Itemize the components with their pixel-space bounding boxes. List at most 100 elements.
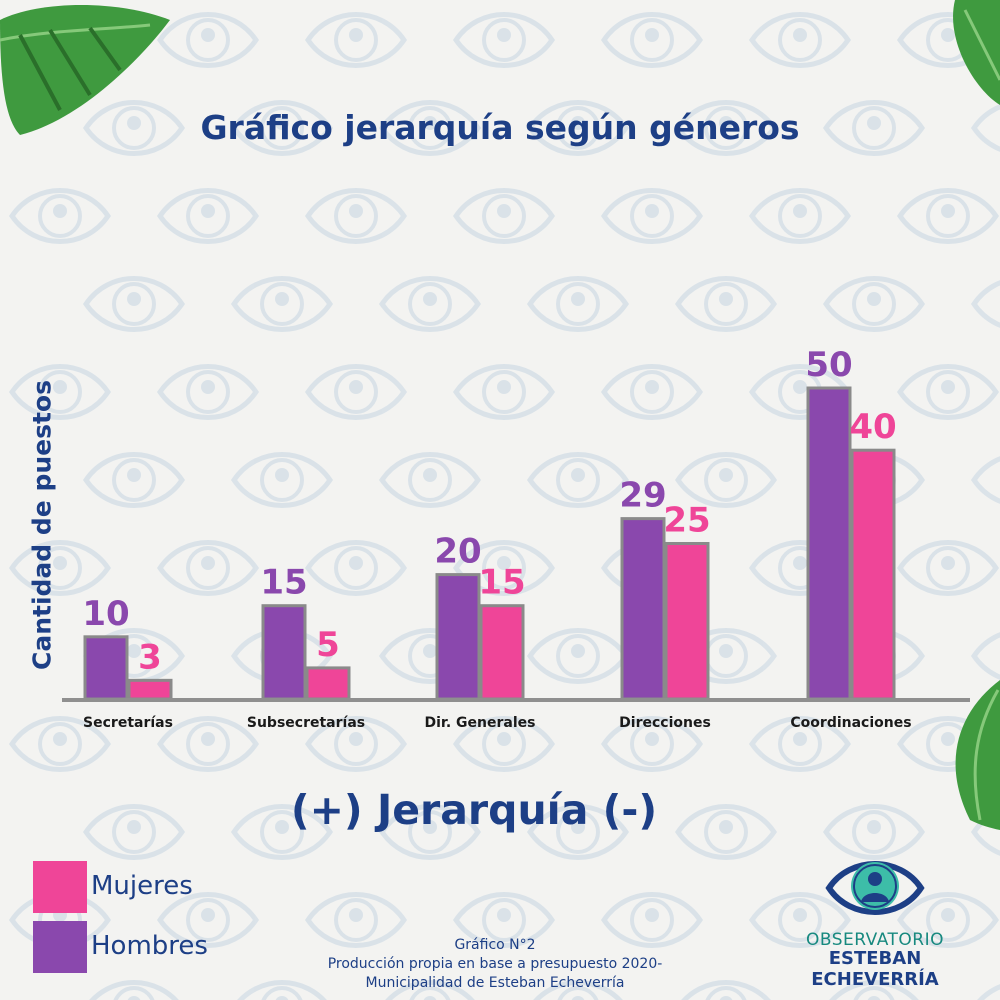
source-line-1: Gráfico N°2 <box>454 937 536 953</box>
bg-eye-icon <box>822 804 926 860</box>
bg-eye-icon <box>452 892 556 948</box>
bg-eye-icon <box>600 188 704 244</box>
bg-eye-icon <box>230 276 334 332</box>
bg-eye-icon <box>452 364 556 420</box>
bg-eye-icon <box>896 188 1000 244</box>
bg-eye-icon <box>526 100 630 156</box>
bg-eye-icon <box>378 100 482 156</box>
bg-eye-icon <box>82 276 186 332</box>
bg-eye-icon <box>600 892 704 948</box>
leaf-right-decoration <box>955 680 1000 830</box>
bg-eye-icon <box>526 804 630 860</box>
bg-eye-icon <box>452 540 556 596</box>
bar-mujeres-4 <box>850 448 896 701</box>
bg-eye-icon <box>748 12 852 68</box>
bg-eye-icon <box>230 100 334 156</box>
logo-text-esteban-echeverria: ESTEBAN ECHEVERRÍA <box>811 948 939 990</box>
x-tick-label-1: Subsecretarías <box>247 715 365 731</box>
source-note: Gráfico N°2 Producción propia en base a … <box>260 936 730 993</box>
bar-hombres-4 <box>806 386 852 701</box>
bg-eye-icon <box>237 980 327 1000</box>
data-label-hombres-2: 20 <box>434 532 481 572</box>
bg-eye-icon <box>304 188 408 244</box>
legend-swatch-mujeres <box>33 861 87 913</box>
legend-label-hombres: Hombres <box>91 931 208 961</box>
data-label-hombres-1: 15 <box>260 563 307 603</box>
bg-eye-icon <box>378 804 482 860</box>
bg-eye-icon <box>829 980 919 1000</box>
data-label-mujeres-0: 3 <box>138 637 162 677</box>
bg-eye-icon <box>526 276 630 332</box>
bg-eye-icon <box>304 12 408 68</box>
bg-eye-icon <box>82 100 186 156</box>
bg-eye-icon <box>452 716 556 772</box>
x-tick-label-2: Dir. Generales <box>425 715 536 731</box>
eye-icon <box>825 861 925 915</box>
source-line-2: Producción propia en base a presupuesto … <box>327 956 663 972</box>
bg-eye-icon <box>8 716 112 772</box>
bg-eye-icon <box>8 364 112 420</box>
bg-eye-icon <box>600 716 704 772</box>
x-axis-title: (+) Jerarquía (-) <box>290 786 658 834</box>
chart-title: Gráfico jerarquía según géneros <box>200 108 800 147</box>
bar-hombres-3 <box>620 517 666 701</box>
bg-eye-icon <box>977 984 1000 1000</box>
observatorio-logo: OBSERVATORIO ESTEBAN ECHEVERRÍA <box>780 850 970 990</box>
x-tick-label-0: Secretarías <box>83 715 173 731</box>
data-label-mujeres-4: 40 <box>849 407 896 447</box>
data-label-mujeres-3: 25 <box>663 501 710 541</box>
bg-eye-icon <box>748 188 852 244</box>
bg-eye-icon <box>156 12 260 68</box>
bg-eye-icon <box>8 188 112 244</box>
leaf-top-right-decoration <box>953 0 1000 105</box>
bg-eye-icon <box>304 892 408 948</box>
bar-mujeres-2 <box>479 604 525 701</box>
bg-eye-icon <box>674 100 778 156</box>
bg-eye-icon <box>533 980 623 1000</box>
bar-mujeres-3 <box>664 542 710 701</box>
bg-eye-icon <box>304 716 408 772</box>
bar-hombres-1 <box>261 604 307 701</box>
bg-eye-icon <box>156 716 260 772</box>
bg-eye-icon <box>304 540 408 596</box>
data-label-mujeres-2: 15 <box>478 563 525 603</box>
bg-eye-icon <box>452 188 556 244</box>
x-tick-label-4: Coordinaciones <box>790 715 911 731</box>
bg-eye-icon <box>452 12 556 68</box>
bg-eye-icon <box>674 452 778 508</box>
data-label-hombres-3: 29 <box>619 476 666 516</box>
bg-eye-icon <box>681 980 771 1000</box>
bar-hombres-2 <box>435 573 481 701</box>
bg-eye-icon <box>156 892 260 948</box>
bg-eye-icon <box>378 452 482 508</box>
bg-eye-icon <box>748 716 852 772</box>
bar-mujeres-0 <box>127 678 173 701</box>
bar-mujeres-1 <box>305 666 351 701</box>
bg-eye-icon <box>156 540 260 596</box>
bar-hombres-0 <box>83 635 129 701</box>
bg-eye-icon <box>156 188 260 244</box>
bg-eye-icon <box>82 804 186 860</box>
legend-swatch-hombres <box>33 921 87 973</box>
bg-eye-icon <box>822 100 926 156</box>
bg-eye-icon <box>748 892 852 948</box>
bg-eye-icon <box>822 276 926 332</box>
bg-eye-icon <box>600 12 704 68</box>
data-label-hombres-0: 10 <box>82 594 129 634</box>
bg-eye-icon <box>896 540 1000 596</box>
bg-eye-icon <box>156 364 260 420</box>
bg-eye-icon <box>378 276 482 332</box>
bar-chart: 103Secretarías155Subsecretarías2015Dir. … <box>62 345 970 731</box>
leaf-top-left-decoration <box>0 5 170 135</box>
bg-eye-icon <box>230 804 334 860</box>
bg-eye-icon <box>674 276 778 332</box>
bg-eye-icon <box>526 452 630 508</box>
bg-eye-icon <box>674 804 778 860</box>
x-tick-label-3: Direcciones <box>619 715 711 731</box>
bg-eye-icon <box>896 364 1000 420</box>
bg-eye-icon <box>82 452 186 508</box>
data-label-hombres-4: 50 <box>805 345 852 385</box>
bg-eye-icon <box>600 364 704 420</box>
bg-eye-icon <box>230 452 334 508</box>
